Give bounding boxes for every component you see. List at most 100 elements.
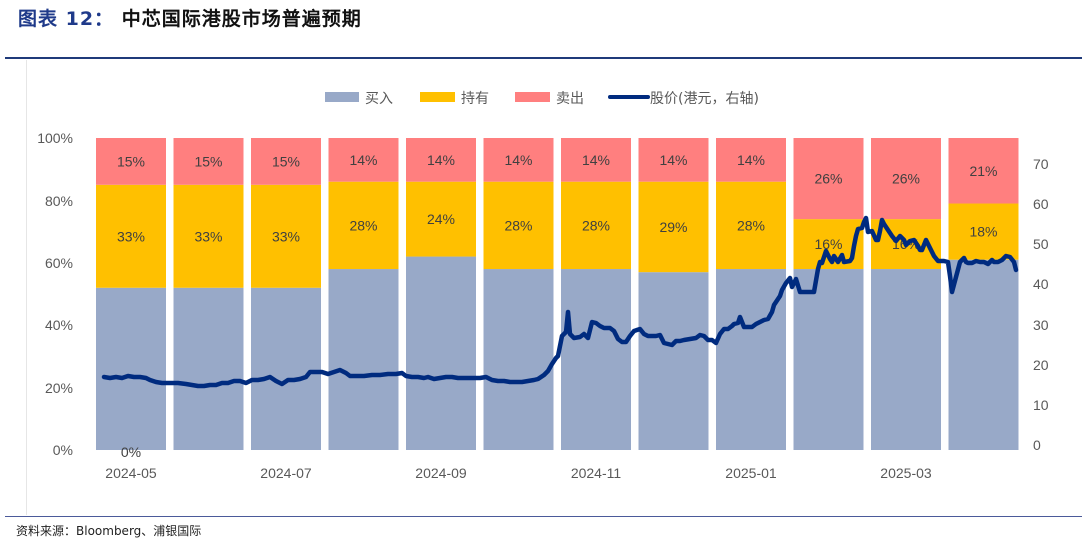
data-label-hold: 33% bbox=[117, 228, 145, 244]
bar-segment-hold bbox=[406, 181, 476, 257]
bar-segment-buy bbox=[328, 269, 399, 450]
svg-text:100%: 100% bbox=[37, 130, 73, 146]
svg-text:60: 60 bbox=[1033, 196, 1049, 212]
svg-text:40%: 40% bbox=[45, 317, 73, 333]
svg-text:30: 30 bbox=[1033, 317, 1049, 333]
bar-segment-hold bbox=[483, 181, 554, 270]
svg-text:2024-05: 2024-05 bbox=[105, 465, 157, 481]
svg-text:2025-01: 2025-01 bbox=[725, 465, 777, 481]
svg-text:80%: 80% bbox=[45, 193, 73, 209]
svg-text:10: 10 bbox=[1033, 397, 1049, 413]
bar-segment-hold bbox=[948, 203, 1019, 260]
data-label-sell: 14% bbox=[737, 152, 765, 168]
bar-segment-sell bbox=[406, 138, 476, 182]
data-label-hold: 28% bbox=[349, 217, 377, 233]
bar-segment-sell bbox=[173, 138, 244, 185]
data-label-sell: 14% bbox=[582, 152, 610, 168]
bar-segment-hold bbox=[328, 181, 399, 270]
svg-text:2024-07: 2024-07 bbox=[260, 465, 312, 481]
data-label-sell: 21% bbox=[969, 163, 997, 179]
data-label-sell: 26% bbox=[892, 171, 920, 187]
bar-segment-sell bbox=[328, 138, 399, 182]
svg-text:0%: 0% bbox=[53, 442, 73, 458]
legend-swatch-hold bbox=[420, 92, 455, 102]
bottom-divider bbox=[5, 516, 1082, 517]
bar-segment-buy bbox=[251, 287, 321, 450]
bar-segment-sell bbox=[561, 138, 631, 182]
bar-segment-hold bbox=[251, 184, 321, 288]
data-label-hold: 24% bbox=[427, 211, 455, 227]
bar-segment-buy bbox=[406, 256, 476, 450]
bar-segment-hold bbox=[173, 184, 244, 288]
legend: 买入 持有 卖出 股价(港元，右轴) bbox=[325, 91, 759, 107]
svg-text:0: 0 bbox=[1033, 437, 1041, 453]
svg-text:20: 20 bbox=[1033, 357, 1049, 373]
data-label-hold: 18% bbox=[969, 224, 997, 240]
zero-label: 0% bbox=[121, 444, 141, 460]
bar-segment-buy bbox=[173, 287, 244, 450]
data-label-hold: 28% bbox=[737, 217, 765, 233]
data-label-hold: 28% bbox=[504, 217, 532, 233]
bar-segment-buy bbox=[793, 269, 864, 450]
bar-segment-sell bbox=[96, 138, 166, 185]
bar-segment-buy bbox=[871, 269, 941, 450]
data-label-hold: 28% bbox=[582, 217, 610, 233]
stacked-bars bbox=[96, 138, 1019, 450]
chart-title: 图表 12： 中芯国际港股市场普遍预期 bbox=[18, 4, 362, 31]
bar-segment-buy bbox=[716, 269, 786, 450]
right-axis: 0 10 20 30 40 50 60 70 bbox=[1033, 156, 1049, 453]
bar-segment-hold bbox=[96, 184, 166, 288]
data-label-hold: 33% bbox=[194, 228, 222, 244]
data-label-sell: 15% bbox=[117, 153, 145, 169]
bar-segment-sell bbox=[871, 138, 941, 220]
svg-text:20%: 20% bbox=[45, 380, 73, 396]
data-label-hold: 16% bbox=[814, 236, 842, 252]
svg-text:40: 40 bbox=[1033, 276, 1049, 292]
left-axis: 0% 20% 40% 60% 80% 100% bbox=[37, 130, 73, 458]
bar-segment-hold bbox=[638, 181, 709, 273]
svg-text:2024-09: 2024-09 bbox=[415, 465, 467, 481]
top-divider bbox=[5, 57, 1082, 59]
bar-segment-sell bbox=[483, 138, 554, 182]
svg-text:2025-03: 2025-03 bbox=[880, 465, 932, 481]
price-line bbox=[101, 215, 1019, 389]
legend-label-sell: 卖出 bbox=[556, 91, 584, 107]
bar-segment-buy bbox=[638, 272, 709, 450]
data-label-sell: 14% bbox=[659, 152, 687, 168]
bar-segment-sell bbox=[793, 138, 864, 220]
legend-swatch-buy bbox=[325, 92, 359, 102]
legend-label-buy: 买入 bbox=[365, 91, 393, 107]
legend-label-hold: 持有 bbox=[461, 91, 489, 107]
svg-text:60%: 60% bbox=[45, 255, 73, 271]
figure-title: 中芯国际港股市场普遍预期 bbox=[121, 8, 362, 30]
data-label-sell: 15% bbox=[272, 153, 300, 169]
data-label-sell: 14% bbox=[427, 152, 455, 168]
bar-data-labels: 33% 15% 33% 15% 33% 15% 28% 14% 24% 14% 28% 14% 28% 1… bbox=[117, 152, 998, 252]
bar-segment-sell bbox=[716, 138, 786, 182]
data-label-hold: 33% bbox=[272, 228, 300, 244]
svg-text:70: 70 bbox=[1033, 156, 1049, 172]
figure-number: 图表 12： bbox=[18, 8, 115, 30]
data-label-sell: 14% bbox=[349, 152, 377, 168]
svg-text:2024-11: 2024-11 bbox=[571, 465, 622, 481]
x-axis: 2024-05 2024-07 2024-09 2024-11 2025-01 … bbox=[105, 444, 932, 481]
chart-frame-border bbox=[26, 60, 27, 515]
data-label-sell: 15% bbox=[194, 153, 222, 169]
legend-label-price: 股价(港元，右轴) bbox=[650, 91, 759, 107]
bar-segment-sell bbox=[638, 138, 709, 182]
data-label-hold: 29% bbox=[659, 219, 687, 235]
bar-segment-sell bbox=[251, 138, 321, 185]
bar-segment-hold bbox=[716, 181, 786, 270]
svg-text:50: 50 bbox=[1033, 236, 1049, 252]
bar-segment-hold bbox=[561, 181, 631, 270]
bar-segment-sell bbox=[948, 138, 1019, 204]
source-note: 资料来源：Bloomberg、浦银国际 bbox=[16, 524, 202, 538]
data-label-sell: 14% bbox=[504, 152, 532, 168]
bar-segment-buy bbox=[948, 259, 1019, 450]
legend-swatch-sell bbox=[515, 92, 550, 102]
bar-segment-buy bbox=[96, 287, 166, 450]
bar-segment-buy bbox=[483, 269, 554, 450]
bar-segment-buy bbox=[561, 269, 631, 450]
data-label-sell: 26% bbox=[814, 171, 842, 187]
